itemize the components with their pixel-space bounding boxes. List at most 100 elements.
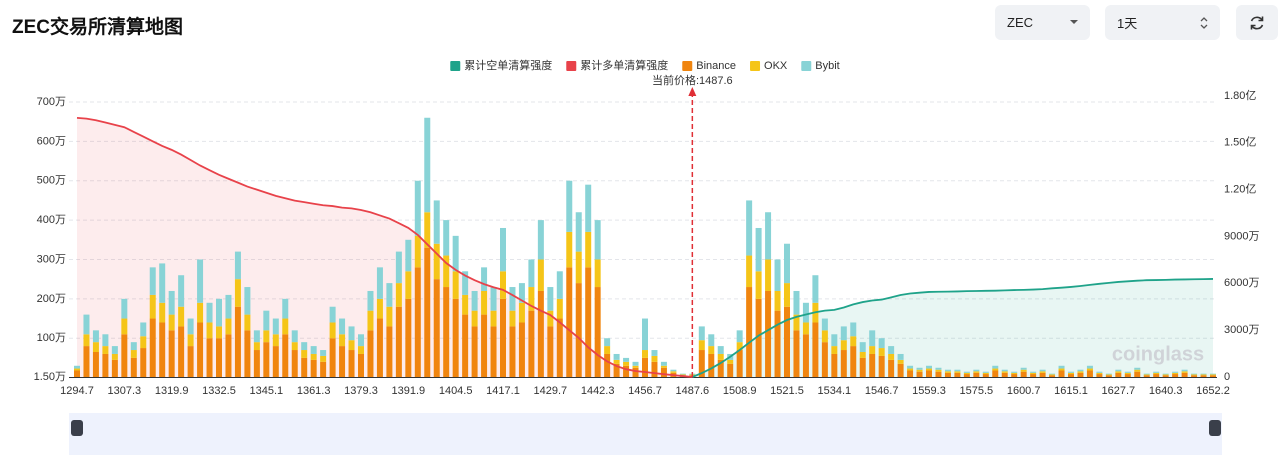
bar: [717, 353, 724, 360]
bar: [888, 359, 895, 377]
bar: [367, 290, 374, 311]
x-tick-label: 1521.5: [770, 385, 804, 397]
bar: [670, 371, 677, 373]
bar: [509, 326, 516, 377]
bar: [310, 353, 317, 360]
zoom-handle[interactable]: [71, 420, 83, 436]
bar: [1011, 371, 1018, 373]
bar: [935, 367, 942, 370]
bar: [850, 346, 857, 377]
bar: [216, 338, 222, 377]
bar: [518, 283, 525, 303]
zoom-slider[interactable]: [69, 413, 1222, 455]
x-tick-label: 1307.3: [108, 385, 142, 397]
range-select[interactable]: 1天: [1105, 5, 1220, 40]
bar: [840, 326, 847, 341]
x-tick-label: 1615.1: [1054, 385, 1088, 397]
bar: [850, 336, 857, 347]
bar: [982, 372, 989, 375]
bar: [225, 294, 232, 319]
legend-item[interactable]: Bybit: [801, 60, 840, 72]
bar: [727, 363, 734, 377]
bar: [566, 180, 573, 232]
bar: [717, 346, 724, 354]
bar: [604, 346, 611, 354]
bar: [1115, 369, 1122, 372]
y-tick-label: 700万: [37, 96, 66, 108]
bar: [1020, 369, 1027, 372]
bar: [821, 342, 828, 377]
bar: [376, 298, 383, 319]
legend-item[interactable]: OKX: [750, 60, 788, 72]
bar: [1143, 373, 1150, 375]
bar: [878, 355, 885, 377]
bar: [888, 346, 895, 354]
bar: [168, 290, 175, 315]
bar: [320, 350, 327, 356]
bar: [301, 350, 308, 358]
current-price-arrow: [688, 87, 697, 96]
bar: [746, 255, 753, 288]
bar: [206, 338, 213, 377]
bar: [1011, 372, 1018, 375]
bar: [802, 334, 809, 377]
bar: [102, 353, 109, 377]
bar: [414, 235, 421, 268]
legend-item[interactable]: 累计空单清算强度: [450, 58, 552, 72]
y-tick-label: 200万: [37, 293, 66, 305]
zoom-handle[interactable]: [1209, 420, 1221, 436]
x-tick-label: 1345.1: [250, 385, 284, 397]
bar: [840, 350, 847, 377]
bar: [537, 220, 544, 260]
bar: [1039, 371, 1046, 373]
bar: [1172, 374, 1179, 377]
bar: [556, 318, 563, 377]
bar: [613, 353, 620, 360]
x-tick-label: 1640.3: [1149, 385, 1183, 397]
legend-item[interactable]: Binance: [682, 60, 736, 72]
bar: [253, 350, 260, 377]
legend-item[interactable]: 累计多单清算强度: [566, 58, 668, 72]
bar: [291, 330, 298, 343]
bar: [888, 353, 895, 360]
bar: [1124, 372, 1131, 375]
bar: [566, 231, 573, 268]
bar: [1049, 375, 1056, 377]
bar: [159, 302, 166, 323]
bar: [92, 330, 99, 343]
legend: 累计空单清算强度 累计多单清算强度 Binance OKX Bybit: [450, 58, 840, 72]
y2-tick-label: 9000万: [1224, 230, 1259, 242]
bar: [755, 271, 762, 299]
bar: [168, 330, 175, 377]
bar: [973, 369, 980, 372]
symbol-select[interactable]: ZEC: [995, 5, 1090, 40]
dropdown-icon: [1070, 20, 1078, 24]
bar: [1153, 374, 1160, 377]
bar: [367, 330, 374, 377]
bar: [102, 346, 109, 354]
y2-tick-label: 6000万: [1224, 277, 1259, 289]
bar: [339, 346, 346, 377]
refresh-button[interactable]: [1236, 5, 1278, 40]
bar: [859, 342, 866, 352]
bar: [452, 235, 459, 272]
bar: [244, 330, 251, 377]
bar: [1001, 371, 1008, 373]
bar: [206, 322, 213, 339]
bar: [348, 340, 355, 351]
bar: [376, 318, 383, 377]
bar: [83, 346, 90, 377]
bar: [708, 353, 715, 377]
bar: [1030, 372, 1037, 375]
bar: [339, 318, 346, 335]
bar: [320, 361, 327, 377]
bar: [500, 271, 506, 299]
bar: [263, 310, 270, 331]
bar: [973, 371, 980, 373]
bar: [802, 302, 809, 323]
bar: [149, 294, 156, 319]
bar: [329, 306, 336, 323]
bar: [660, 365, 667, 368]
bar: [168, 314, 175, 331]
bar: [197, 322, 204, 377]
